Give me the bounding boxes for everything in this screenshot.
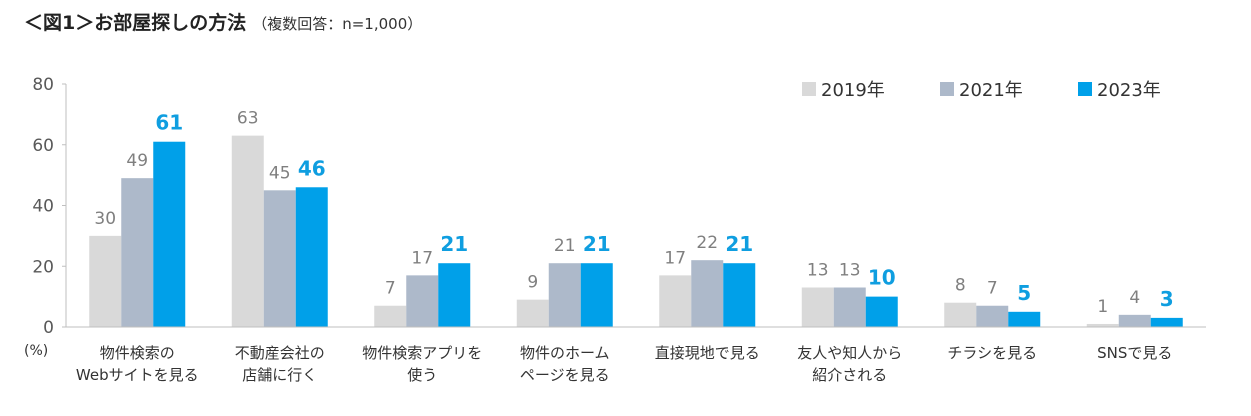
bar — [231, 135, 264, 327]
category-label: 店舗に行く — [242, 366, 317, 384]
bar-value-label: 17 — [664, 248, 686, 268]
bar-value-label: 1 — [1097, 297, 1108, 317]
chart-title: ＜図1＞お部屋探しの方法 — [24, 12, 247, 34]
bar-value-label: 46 — [298, 156, 326, 180]
bar — [438, 263, 471, 327]
category-label: 直接現地で見る — [655, 344, 760, 362]
category-label: 友人や知人から — [797, 344, 902, 362]
category-label: SNSで見る — [1097, 344, 1172, 362]
category-label: 物件のホーム — [520, 344, 610, 362]
bar — [580, 263, 613, 327]
y-tick-label: 40 — [32, 197, 54, 217]
bar — [121, 178, 154, 327]
bar — [691, 260, 724, 327]
bar — [976, 305, 1009, 327]
bar-value-label: 21 — [554, 236, 576, 256]
category-label: 紹介される — [812, 366, 887, 384]
chart-subtitle: （複数回答：n=1,000） — [252, 15, 423, 33]
chart-title-row: ＜図1＞お部屋探しの方法 （複数回答：n=1,000） — [24, 8, 422, 35]
bar-value-label: 21 — [440, 232, 468, 256]
bar-value-label: 13 — [839, 261, 861, 281]
bar — [406, 275, 439, 327]
bar — [944, 302, 977, 327]
legend-label: 2019年 — [821, 80, 885, 101]
bar — [1086, 323, 1119, 327]
bar-value-label: 61 — [155, 111, 183, 135]
legend-label: 2023年 — [1097, 80, 1161, 101]
bar — [548, 263, 581, 327]
legend-label: 2021年 — [959, 80, 1023, 101]
y-unit-label: (%) — [24, 343, 48, 359]
bar-value-label: 22 — [696, 233, 718, 253]
bar — [833, 287, 866, 327]
bar-value-label: 45 — [269, 163, 291, 183]
y-tick-label: 20 — [32, 257, 54, 277]
bar-value-label: 10 — [868, 266, 896, 290]
y-tick-label: 60 — [32, 136, 54, 156]
category-label: Webサイトを見る — [76, 366, 199, 384]
bar-value-label: 4 — [1129, 288, 1140, 308]
bar-value-label: 8 — [955, 276, 966, 296]
bar — [153, 141, 186, 327]
bar — [1150, 317, 1183, 327]
bar-value-label: 9 — [527, 273, 538, 293]
legend-swatch — [802, 82, 816, 96]
category-label: 使う — [407, 366, 437, 384]
category-label: ページを見る — [520, 366, 610, 384]
bar-value-label: 49 — [126, 151, 148, 171]
category-label: チラシを見る — [947, 344, 1037, 362]
bar-value-label: 21 — [583, 232, 611, 256]
bar — [374, 305, 407, 327]
bar — [723, 263, 756, 327]
y-tick-label: 80 — [32, 75, 54, 95]
bar — [865, 296, 898, 327]
bar — [89, 235, 122, 327]
y-tick-label: 0 — [43, 318, 54, 338]
category-label: 物件検索アプリを — [362, 344, 482, 362]
bar-value-label: 30 — [94, 209, 116, 229]
bar — [516, 299, 549, 327]
bar — [1008, 311, 1041, 327]
bar — [801, 287, 834, 327]
bar — [263, 190, 296, 327]
bar — [659, 275, 692, 327]
bar-value-label: 3 — [1160, 287, 1174, 311]
category-label: 不動産会社の — [235, 344, 325, 362]
category-label: 物件検索の — [100, 344, 175, 362]
bar-value-label: 17 — [411, 248, 433, 268]
bar-value-label: 63 — [237, 109, 259, 129]
legend-swatch — [940, 82, 954, 96]
bar-value-label: 7 — [987, 279, 998, 299]
bar-value-label: 5 — [1017, 281, 1031, 305]
bar-value-label: 21 — [725, 232, 753, 256]
legend-swatch — [1078, 82, 1092, 96]
bar-value-label: 13 — [807, 261, 829, 281]
bar — [1118, 314, 1151, 327]
bar — [295, 187, 328, 327]
bar-value-label: 7 — [385, 279, 396, 299]
